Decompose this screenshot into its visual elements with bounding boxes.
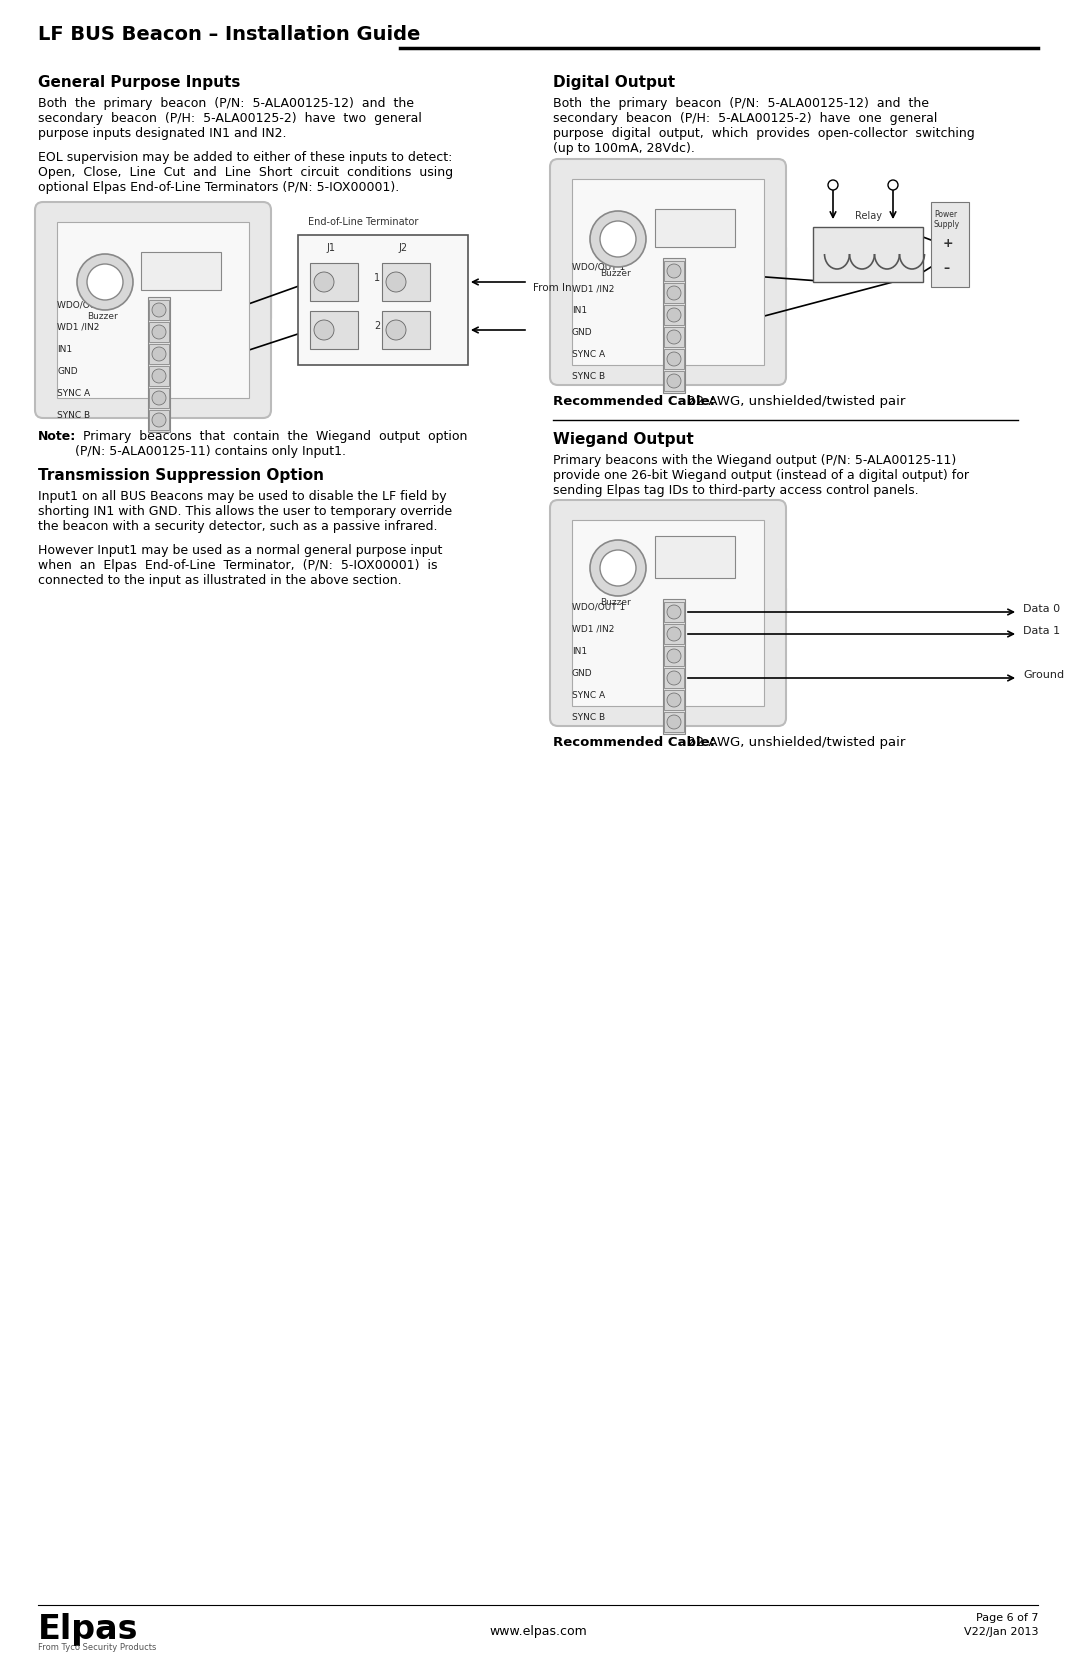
Circle shape <box>829 180 838 190</box>
Text: Primary beacons with the Wiegand output (P/N: 5-ALA00125-11)
provide one 26-bit : Primary beacons with the Wiegand output … <box>553 455 969 498</box>
Text: RJ-11: RJ-11 <box>659 223 680 231</box>
Bar <box>664 623 684 645</box>
Text: J2: J2 <box>398 243 407 253</box>
Bar <box>382 263 430 301</box>
Text: Elpas: Elpas <box>38 1613 139 1646</box>
Bar <box>664 306 684 326</box>
Circle shape <box>667 671 681 684</box>
Bar <box>664 327 684 347</box>
Bar <box>148 388 169 408</box>
Bar <box>550 298 564 319</box>
FancyBboxPatch shape <box>36 202 271 418</box>
Circle shape <box>667 352 681 365</box>
Text: Female: Female <box>659 212 689 222</box>
Bar <box>550 554 564 580</box>
Bar <box>664 646 684 666</box>
Bar <box>57 222 249 398</box>
Bar <box>664 370 684 392</box>
FancyBboxPatch shape <box>550 499 785 726</box>
Text: 2: 2 <box>342 273 349 283</box>
Text: SYNC A: SYNC A <box>572 350 605 359</box>
Circle shape <box>152 326 166 339</box>
Circle shape <box>590 541 646 597</box>
Bar <box>572 179 764 365</box>
Bar <box>550 638 564 660</box>
Bar <box>382 311 430 349</box>
Circle shape <box>667 307 681 322</box>
Circle shape <box>77 255 133 311</box>
Bar <box>931 202 969 288</box>
Text: RS-485: RS-485 <box>697 212 727 222</box>
Text: Data 1: Data 1 <box>1023 626 1060 636</box>
Text: RS-485: RS-485 <box>183 255 213 264</box>
Text: GND: GND <box>572 669 593 678</box>
Bar <box>148 365 169 387</box>
Text: WD1 /IN2: WD1 /IN2 <box>572 625 614 635</box>
Bar <box>664 283 684 302</box>
Text: Buzzer: Buzzer <box>87 312 117 321</box>
Text: End-of-Line Terminator: End-of-Line Terminator <box>308 217 419 226</box>
Text: RS-485: RS-485 <box>697 539 727 549</box>
Text: Interface: Interface <box>183 266 221 274</box>
Circle shape <box>667 626 681 641</box>
Text: SYNC B: SYNC B <box>572 372 605 380</box>
Bar <box>655 208 735 246</box>
Text: Interface: Interface <box>697 552 735 560</box>
Text: Both  the  primary  beacon  (P/N:  5-ALA00125-12)  and  the
secondary  beacon  (: Both the primary beacon (P/N: 5-ALA00125… <box>38 98 422 141</box>
Circle shape <box>667 331 681 344</box>
Text: IN1: IN1 <box>572 646 587 656</box>
Text: SYNC B: SYNC B <box>57 412 90 420</box>
Text: WDO/OUT 1: WDO/OUT 1 <box>572 261 625 271</box>
Circle shape <box>667 693 681 707</box>
Bar <box>310 263 358 301</box>
Bar <box>310 311 358 349</box>
Circle shape <box>152 347 166 360</box>
Text: +: + <box>943 236 953 250</box>
Text: Note:: Note: <box>38 430 76 443</box>
Bar <box>148 299 169 321</box>
Bar <box>655 536 735 579</box>
Text: www.elpas.com: www.elpas.com <box>490 1625 586 1638</box>
Circle shape <box>667 286 681 299</box>
Bar <box>813 226 923 283</box>
Circle shape <box>667 716 681 729</box>
Bar <box>664 689 684 711</box>
Text: –: – <box>943 261 949 274</box>
Bar <box>572 521 764 706</box>
Circle shape <box>386 321 406 341</box>
Text: Primary  beacons  that  contain  the  Wiegand  output  option
(P/N: 5-ALA00125-1: Primary beacons that contain the Wiegand… <box>75 430 467 458</box>
Text: Transmission Suppression Option: Transmission Suppression Option <box>38 468 324 483</box>
Text: Relay: Relay <box>854 212 881 222</box>
Text: Page 6 of 7: Page 6 of 7 <box>976 1613 1038 1623</box>
Text: 1: 1 <box>342 321 349 331</box>
Bar <box>664 602 684 622</box>
Circle shape <box>667 605 681 618</box>
Text: Data 0: Data 0 <box>1023 603 1060 613</box>
Circle shape <box>386 273 406 293</box>
Bar <box>664 712 684 732</box>
Text: 22 AWG, unshielded/twisted pair: 22 AWG, unshielded/twisted pair <box>683 736 905 749</box>
Bar <box>663 258 685 393</box>
Text: Supply: Supply <box>934 220 960 230</box>
Text: 22 AWG, unshielded/twisted pair: 22 AWG, unshielded/twisted pair <box>683 395 905 408</box>
Circle shape <box>314 273 334 293</box>
Text: Wiegand Output: Wiegand Output <box>553 431 694 446</box>
Text: General Purpose Inputs: General Purpose Inputs <box>38 74 240 89</box>
Circle shape <box>87 264 123 299</box>
Bar <box>298 235 468 365</box>
Text: Buzzer: Buzzer <box>600 269 631 278</box>
Text: WDO/OUT 1: WDO/OUT 1 <box>572 603 625 612</box>
Bar <box>36 255 49 283</box>
Circle shape <box>152 392 166 405</box>
Text: GND: GND <box>572 327 593 337</box>
Text: WD1 /IN2: WD1 /IN2 <box>57 322 99 332</box>
Bar <box>148 322 169 342</box>
Text: RJ-11: RJ-11 <box>144 266 166 274</box>
Circle shape <box>600 222 636 256</box>
Circle shape <box>667 264 681 278</box>
Bar <box>663 598 685 734</box>
Text: SYNC A: SYNC A <box>57 388 90 398</box>
Bar <box>664 261 684 281</box>
Text: IN1: IN1 <box>572 306 587 316</box>
Bar <box>257 289 271 317</box>
